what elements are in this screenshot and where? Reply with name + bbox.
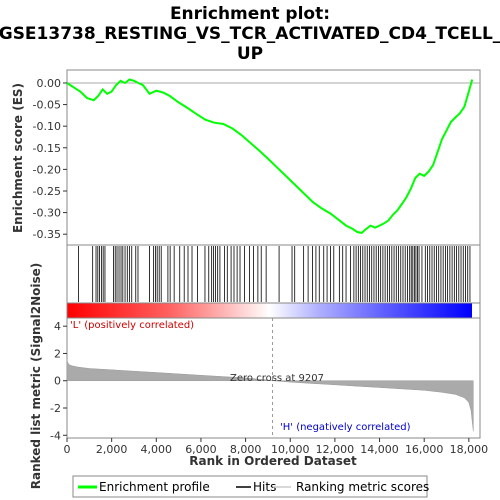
legend-label-hits: Hits (253, 480, 276, 494)
ranked-metric-x-ticks: 0 2,000 4,000 6,000 8,000 10,000 12,000 14,000 1… (64, 438, 489, 456)
enrichment-y-ticks: 0.00 -0.05 -0.10 -0.15 -0.20 -0.25 -0.30 -0.35 (33, 77, 67, 241)
ranked-metric-x-tick-label: 0 (64, 443, 71, 456)
ranked-metric-x-tick-label: 14,000 (360, 443, 399, 456)
enrichment-y-tick-label: -0.05 (33, 99, 61, 112)
enrichment-y-tick-label: -0.30 (33, 207, 61, 220)
enrichment-y-tick-label: -0.25 (33, 185, 61, 198)
ranked-metric-x-label: Rank in Ordered Dataset (189, 454, 357, 468)
hits-frame (66, 244, 481, 304)
ranked-metric-x-tick-label: 4,000 (141, 443, 173, 456)
ranked-metric-panel: 4 2 0 -2 -4 0 2,000 4,000 6,000 8,000 10,000 12,00… (29, 263, 488, 490)
ranked-metric-x-tick-label: 6,000 (185, 443, 217, 456)
enrichment-y-tick-label: -0.35 (33, 228, 61, 241)
ranked-metric-y-tick-label: 4 (54, 320, 61, 333)
correlation-gradient-bar (67, 303, 472, 318)
enrichment-y-tick-label: -0.10 (33, 120, 61, 133)
title-line-3: UP (237, 44, 263, 64)
enrichment-y-tick-label: -0.20 (33, 163, 61, 176)
enrichment-panel: 0.00-0.05-0.10-0.15-0.20-0.25-0.30-0.35 … (11, 69, 481, 246)
ranked-metric-x-tick-label: 16,000 (405, 443, 444, 456)
ranked-metric-x-tick-label: 2,000 (96, 443, 128, 456)
enrichment-y-label: Enrichment score (ES) (11, 83, 25, 233)
title-line-1: Enrichment plot: (170, 4, 330, 24)
ranked-metric-x-tick-label: 8,000 (230, 443, 262, 456)
negative-correlated-label: 'H' (negatively correlated) (280, 422, 411, 433)
enrichment-profile-line (66, 78, 474, 234)
legend-label-enrichment: Enrichment profile (99, 480, 210, 494)
enrichment-y-tick-label: -0.15 (33, 142, 61, 155)
ranked-metric-x-tick-label: 18,000 (450, 443, 489, 456)
legend: Enrichment profile Hits Ranking metric s… (72, 475, 429, 498)
ranked-metric-y-tick-label: -2 (50, 402, 61, 415)
ranked-metric-x-tick-label: 12,000 (316, 443, 355, 456)
ranked-metric-y-tick-label: 2 (54, 347, 61, 360)
ranked-metric-y-ticks: 4 2 0 -2 -4 (50, 320, 67, 442)
ranked-metric-y-label: Ranked list metric (Signal2Noise) (29, 263, 43, 490)
ranked-metric-x-tick-label: 10,000 (271, 443, 310, 456)
enrichment-y-tick-label: 0.00 (37, 77, 62, 90)
enrichment-plot-frame (66, 69, 481, 246)
ranked-metric-y-tick-label: 0 (54, 375, 61, 388)
legend-label-ranking: Ranking metric scores (296, 480, 429, 494)
title-line-2: GSE13738_RESTING_VS_TCR_ACTIVATED_CD4_TC… (0, 24, 500, 44)
ranked-metric-area (66, 358, 474, 432)
hits-panel (66, 244, 481, 304)
ranked-metric-y-tick-label: -4 (50, 429, 61, 442)
positive-correlated-label: 'L' (positively correlated) (70, 320, 194, 331)
zero-cross-label: Zero cross at 9207 (230, 373, 324, 384)
correlation-colorbar (66, 302, 481, 319)
hit-lines (78, 246, 471, 302)
